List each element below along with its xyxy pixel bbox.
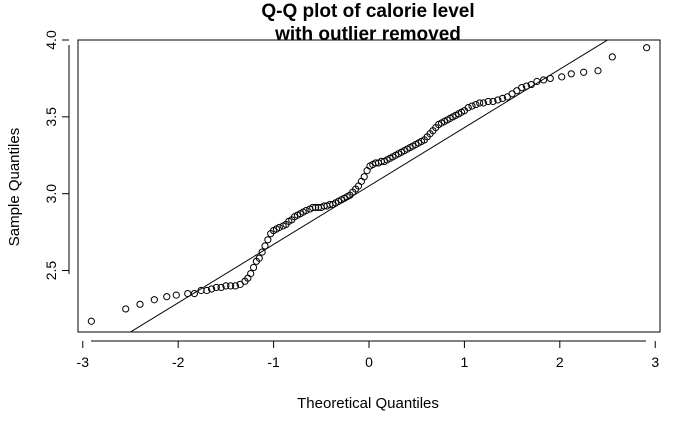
data-point bbox=[255, 254, 263, 262]
x-axis: -3 -2 -1 0 1 2 3 bbox=[77, 340, 659, 370]
plot-frame bbox=[77, 39, 661, 333]
data-point bbox=[464, 104, 472, 112]
data-point bbox=[87, 317, 95, 325]
data-point bbox=[222, 282, 230, 290]
data-point bbox=[184, 289, 192, 298]
data-point bbox=[540, 76, 548, 84]
chart-title-line-2: with outlier removed bbox=[274, 24, 461, 45]
data-point bbox=[489, 97, 497, 106]
data-point bbox=[594, 67, 602, 75]
x-tick-label: 1 bbox=[461, 354, 469, 370]
data-point bbox=[357, 177, 365, 185]
data-point bbox=[567, 70, 575, 78]
data-point bbox=[249, 263, 258, 272]
data-point bbox=[580, 68, 588, 76]
data-point bbox=[608, 53, 616, 61]
x-axis-label: Theoretical Quantiles bbox=[297, 395, 439, 412]
x-tick-label: 0 bbox=[365, 354, 373, 370]
x-tick-label: -1 bbox=[267, 354, 280, 370]
data-point bbox=[527, 80, 535, 89]
y-tick-label: 4.0 bbox=[43, 30, 59, 50]
data-point bbox=[212, 283, 220, 292]
data-point bbox=[302, 206, 310, 215]
data-points bbox=[87, 44, 651, 325]
data-point bbox=[360, 173, 368, 181]
data-point bbox=[546, 74, 554, 83]
data-point bbox=[533, 77, 541, 86]
data-point bbox=[163, 293, 171, 301]
data-point bbox=[217, 283, 225, 292]
data-point bbox=[247, 270, 255, 278]
data-point bbox=[363, 167, 371, 175]
data-point bbox=[261, 242, 269, 250]
data-point bbox=[522, 82, 531, 90]
data-point bbox=[207, 285, 216, 293]
data-point bbox=[227, 282, 235, 290]
y-tick-label: 2.5 bbox=[43, 261, 59, 281]
data-point bbox=[498, 94, 507, 103]
data-point bbox=[150, 296, 158, 304]
x-tick-label: -2 bbox=[172, 354, 185, 370]
data-point bbox=[476, 99, 484, 107]
data-point bbox=[122, 305, 130, 313]
data-point bbox=[258, 248, 266, 256]
y-tick-label: 3.5 bbox=[43, 107, 59, 127]
data-point bbox=[190, 289, 198, 298]
data-point bbox=[558, 73, 566, 81]
x-tick-label: 3 bbox=[651, 354, 659, 370]
data-point bbox=[203, 286, 211, 295]
data-point bbox=[479, 99, 488, 107]
data-point bbox=[484, 97, 492, 106]
data-point bbox=[231, 282, 240, 290]
y-tick-label: 3.0 bbox=[43, 184, 59, 204]
chart-title-line-1: Q-Q plot of calorie level bbox=[261, 1, 474, 22]
x-tick-label: 2 bbox=[556, 354, 564, 370]
data-point bbox=[468, 102, 476, 110]
data-point bbox=[643, 44, 651, 52]
data-point bbox=[136, 300, 144, 308]
data-point bbox=[275, 223, 283, 232]
x-tick-label: -3 bbox=[77, 354, 90, 370]
y-axis-label: Sample Quantiles bbox=[6, 128, 23, 246]
data-point bbox=[472, 100, 480, 109]
y-axis: 2.5 3.0 3.5 4.0 bbox=[43, 30, 70, 281]
data-point bbox=[518, 84, 526, 92]
qq-reference-line bbox=[129, 40, 609, 332]
reference-line-layer bbox=[129, 40, 609, 332]
data-point bbox=[494, 96, 502, 104]
data-point bbox=[264, 236, 272, 244]
data-point bbox=[172, 291, 180, 299]
